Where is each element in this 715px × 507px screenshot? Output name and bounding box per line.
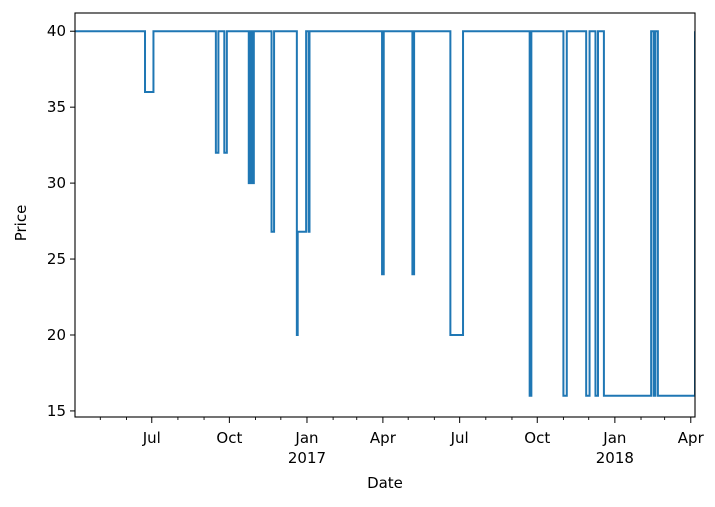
x-tick-year-label: 2017 <box>288 449 326 467</box>
x-tick-label: Oct <box>524 429 550 447</box>
x-tick-label: Jan <box>294 429 318 447</box>
x-tick-label: Jul <box>450 429 469 447</box>
series-line-0 <box>75 30 695 397</box>
x-axis-label: Date <box>367 474 403 492</box>
y-tick-label: 25 <box>47 250 66 268</box>
x-tick-label: Jul <box>142 429 161 447</box>
x-tick-year-label: 2018 <box>596 449 634 467</box>
y-tick-label: 20 <box>47 326 66 344</box>
y-tick-label: 35 <box>47 98 66 116</box>
x-tick-label: Apr <box>678 429 705 447</box>
y-tick-label: 30 <box>47 174 66 192</box>
x-tick-label: Apr <box>370 429 397 447</box>
y-tick-label: 40 <box>47 22 66 40</box>
x-tick-label: Jan <box>602 429 626 447</box>
plot-layer <box>75 30 695 397</box>
plot-frame <box>74 12 696 418</box>
axes-layer: 15 20 25 30 35 40 Jul Oct Jan 2017 Apr Jul Oct Jan 201… <box>47 12 705 467</box>
y-axis-label: Price <box>12 205 30 242</box>
y-tick-label: 15 <box>47 402 66 420</box>
x-tick-label: Oct <box>216 429 242 447</box>
